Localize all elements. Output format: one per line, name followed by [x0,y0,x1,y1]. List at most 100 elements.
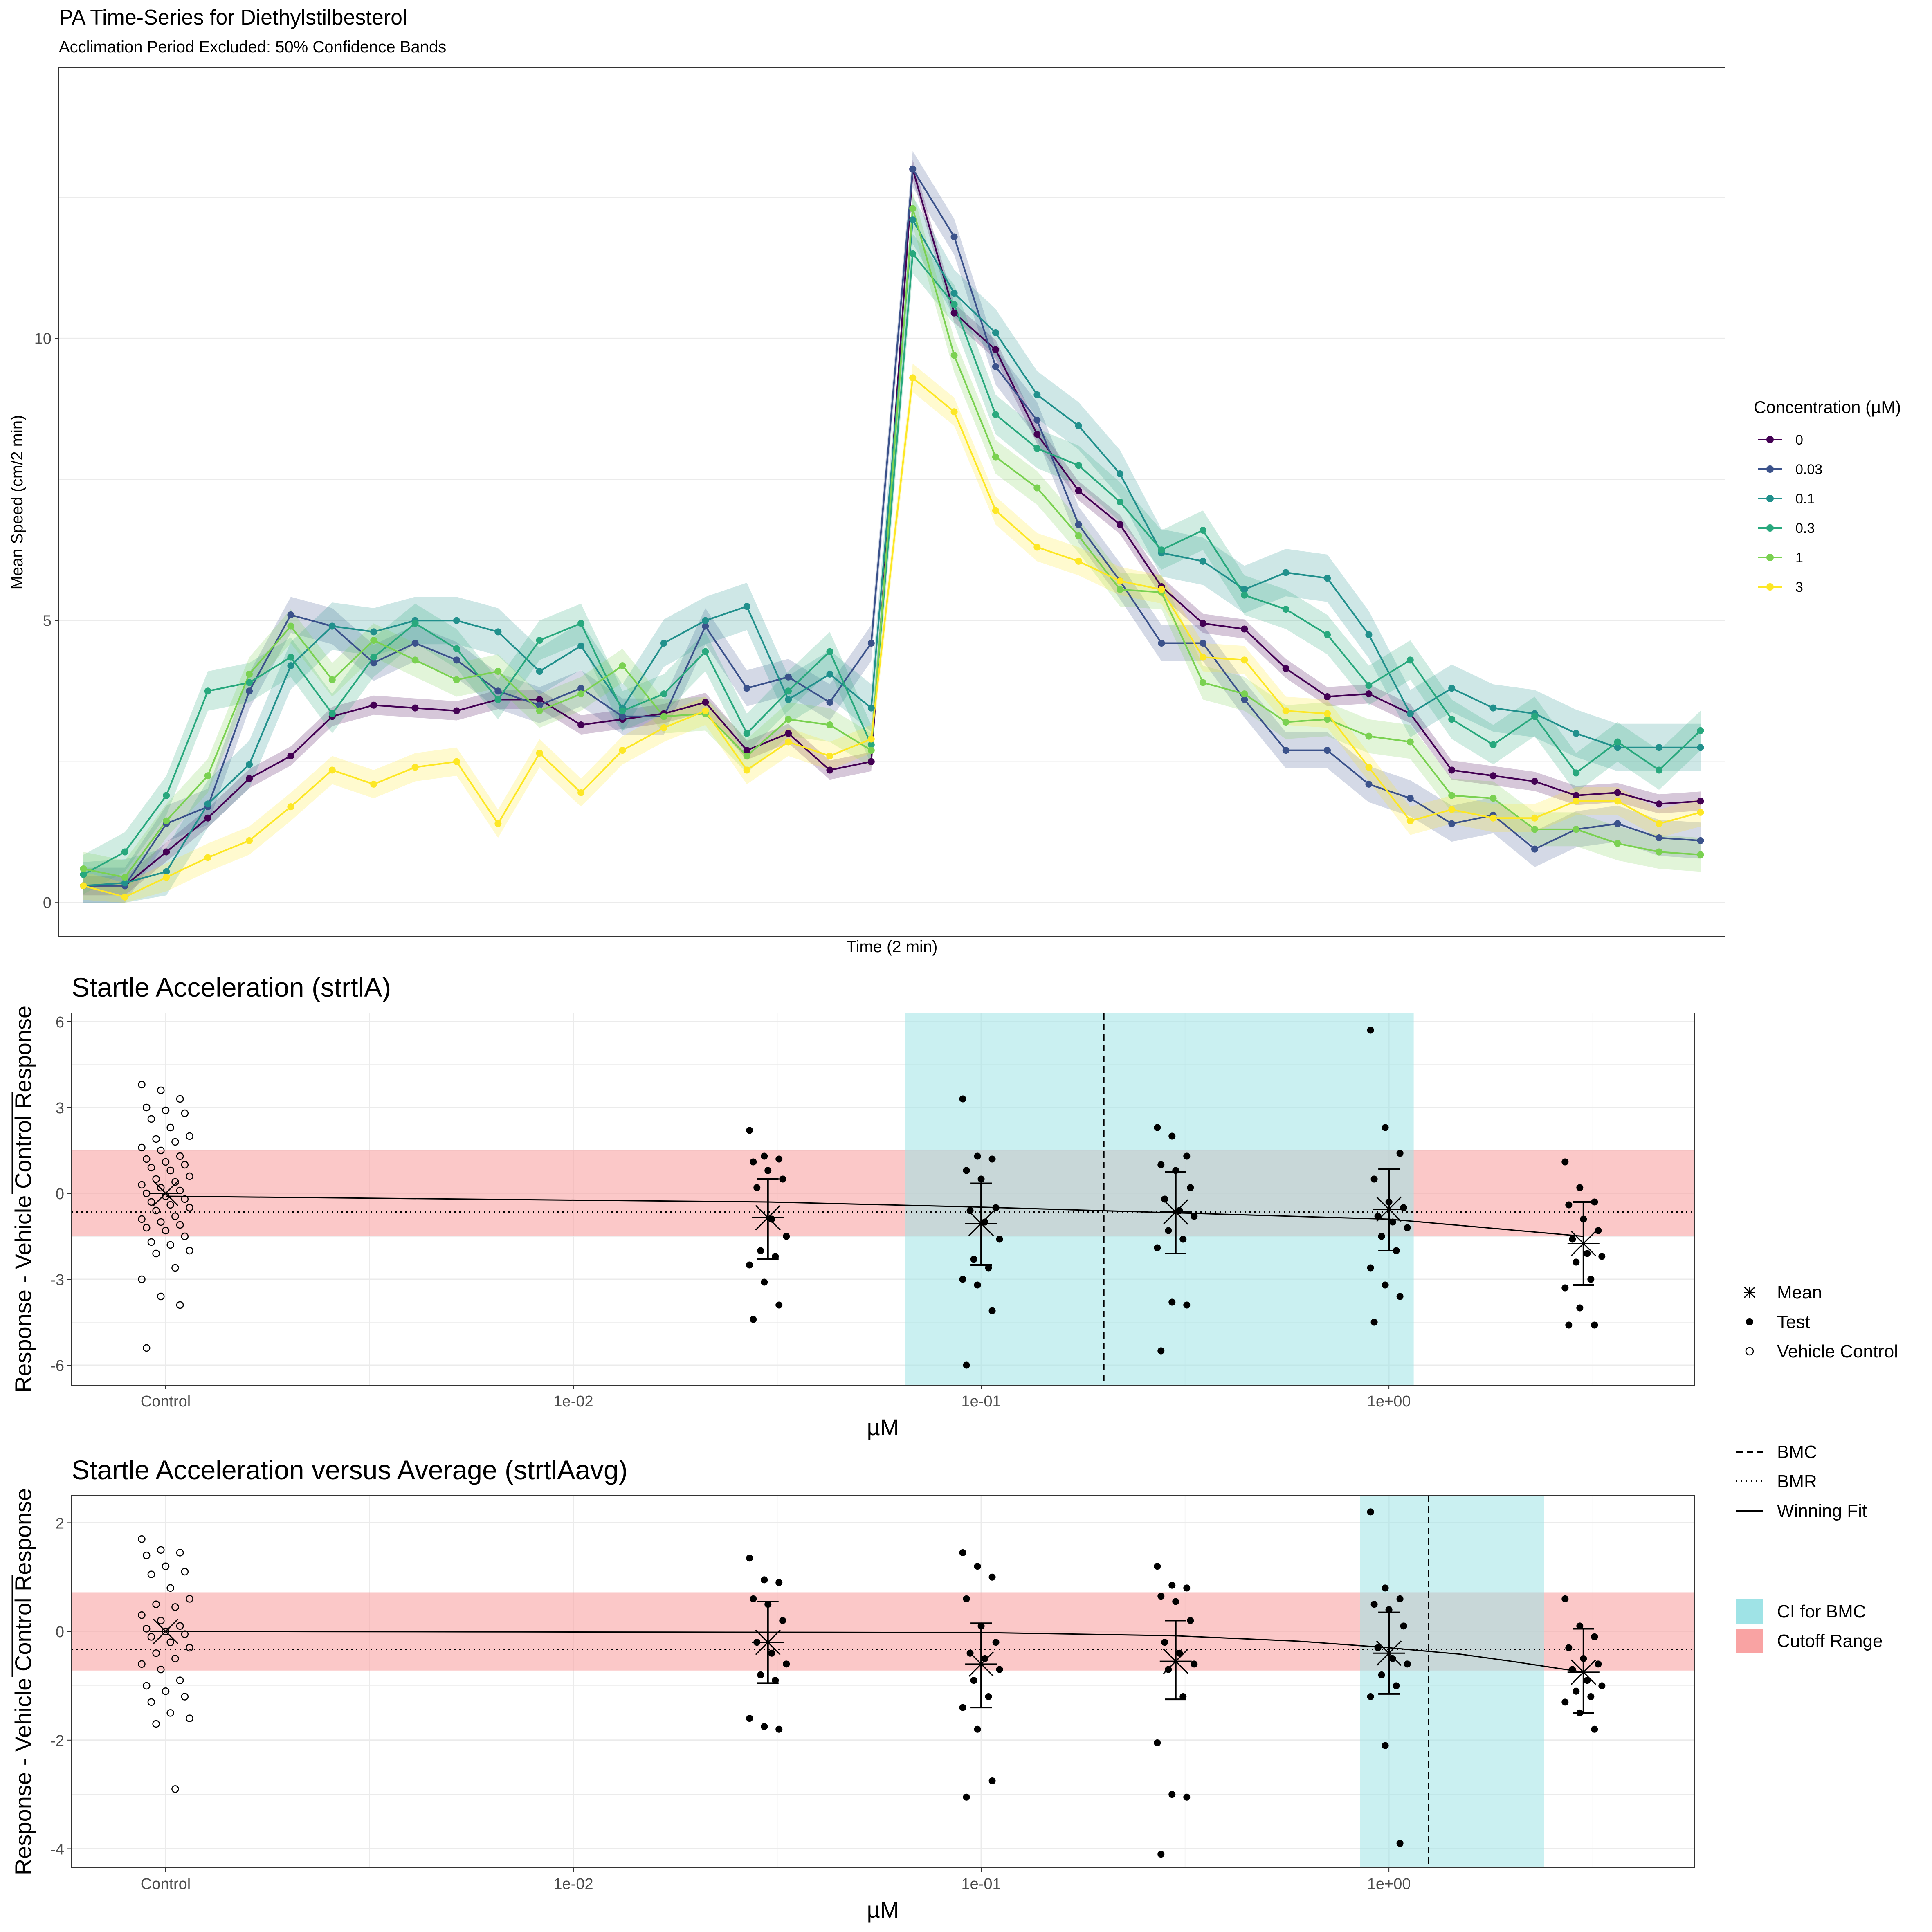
test-point [1561,1698,1569,1706]
data-point [328,766,336,774]
data-point [619,713,626,720]
test-point [963,1595,970,1602]
data-point [826,670,833,678]
test-point [959,1549,966,1556]
test-point [1187,1617,1194,1624]
legend-key-point [1766,583,1774,591]
vehicle-control-point [186,1132,193,1140]
data-point [577,685,585,692]
data-point [1406,817,1414,824]
data-point [287,622,294,630]
data-point [909,165,917,173]
test-point [1154,1563,1161,1570]
vehicle-control-point [138,1181,146,1189]
test-point [1168,1132,1176,1140]
test-point [1179,1693,1187,1701]
vehicle-control-point [171,1603,179,1611]
test-point [1584,1250,1591,1257]
vehicle-control-point [166,1201,174,1209]
data-point [1241,625,1248,633]
data-point [1075,557,1082,565]
vehicle-control-point [157,1546,165,1554]
data-point [121,893,128,901]
strtlA-panel-title: Startle Acceleration (strtlA) [72,972,391,1002]
test-point [768,1649,775,1657]
test-point [761,1723,768,1730]
data-point [1241,591,1248,599]
data-point [80,865,87,872]
data-point [826,648,833,655]
test-point [959,1276,966,1283]
data-point [494,667,502,675]
vehicle-control-point [152,1649,160,1657]
data-point [743,685,750,692]
test-point [746,1127,753,1134]
data-point [494,687,502,695]
test-point [1183,1152,1191,1160]
vehicle-control-point [176,1676,184,1684]
test-point [1374,1644,1382,1651]
test-point [761,1152,768,1160]
y-tick-label: 0 [56,1186,64,1203]
legend-key-point [1766,436,1774,443]
vehicle-control-point [181,1232,189,1240]
strtlA-panel: -6 -3 0 3 6 Control 1e-02 1e-01 1e+00 µM Response … [10,1006,1695,1440]
vehicle-control-point [147,1698,155,1706]
test-point [996,1666,1003,1673]
data-point [992,346,999,353]
data-point [1199,620,1206,627]
data-point [121,879,128,887]
vehicle-control-point [152,1135,160,1143]
plot-border [71,1013,1695,1386]
data-point [1365,732,1373,740]
legend-test-key [1746,1318,1753,1325]
y-tick-label: 0 [43,894,52,912]
data-point [1324,710,1331,717]
data-point [1199,557,1206,565]
test-point [757,1671,764,1678]
test-point [1370,1175,1378,1183]
vehicle-control-point [171,1655,179,1662]
test-point [1157,1593,1165,1600]
data-point [1406,710,1414,717]
legend-fill-key [1736,1599,1763,1624]
test-point [1370,1601,1378,1608]
vehicle-control-point [157,1146,165,1155]
x-tick-label: 1e+00 [1367,1393,1411,1410]
data-point [453,645,460,652]
vehicle-control-point [181,1693,189,1701]
test-point [1389,1218,1396,1226]
data-point [867,704,875,712]
data-point [1531,826,1538,833]
test-point [963,1167,970,1174]
data-point [702,707,709,714]
data-point [1656,848,1663,856]
test-point [1378,1671,1385,1678]
test-point [1161,1639,1168,1646]
test-point [761,1576,768,1584]
x-tick-label: 1e-01 [961,1876,1001,1893]
data-point [1614,798,1621,805]
plot-border [71,1495,1695,1868]
test-point [1382,1281,1389,1289]
data-point [1365,780,1373,788]
data-point [1697,744,1704,751]
concentration-legend-title: Concentration (µM) [1754,398,1901,417]
test-point [783,1233,790,1240]
data-point [1075,532,1082,539]
vehicle-control-point [142,1103,151,1112]
data-point [1489,704,1497,712]
vehicle-control-point [162,1562,170,1570]
x-axis-title: µM [867,1897,899,1923]
vehicle-control-point [157,1086,165,1094]
data-point [785,738,792,746]
strtlAavg-panel: -4 -2 0 2 Control 1e-02 1e-01 1e+00 µM Response -… [10,1488,1695,1923]
data-point [1033,416,1041,424]
data-point [1448,806,1456,813]
data-point [328,710,336,717]
data-point [743,752,750,759]
data-point [1448,716,1456,723]
test-point [1154,1244,1161,1251]
data-point [1324,631,1331,638]
test-point [1396,1840,1404,1847]
